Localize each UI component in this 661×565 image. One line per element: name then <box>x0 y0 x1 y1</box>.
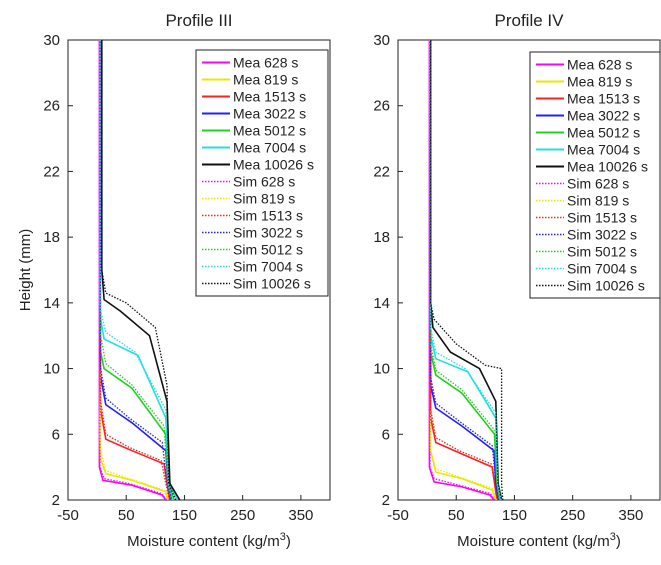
legend-label: Sim 1513 s <box>233 208 303 224</box>
series-line-12 <box>99 40 173 500</box>
legend-label: Sim 628 s <box>567 176 629 192</box>
series-line-4 <box>429 40 499 500</box>
legend-label: Sim 7004 s <box>567 261 637 277</box>
series-line-13 <box>429 40 502 500</box>
legend-frame <box>195 49 329 297</box>
legend-label: Mea 819 s <box>567 74 632 90</box>
y-tick-label: 26 <box>373 98 390 115</box>
x-tick-label: 150 <box>172 507 197 524</box>
series-line-10 <box>429 40 499 500</box>
legend-label: Mea 3022 s <box>233 106 306 122</box>
y-tick-label: 30 <box>373 32 390 49</box>
legend-label: Mea 10026 s <box>233 157 314 173</box>
legend-label: Sim 3022 s <box>233 225 303 241</box>
series-line-6 <box>429 40 502 500</box>
series-line-7 <box>429 40 503 500</box>
x-tick-label: 50 <box>448 507 465 524</box>
series-line-11 <box>99 40 172 500</box>
series-line-2 <box>99 40 169 500</box>
series-line-3 <box>429 40 498 500</box>
y-tick-label: 6 <box>382 426 390 443</box>
legend-label: Mea 7004 s <box>567 142 640 158</box>
series-lines <box>428 40 504 500</box>
series-line-1 <box>98 40 167 500</box>
legend-label: Sim 628 s <box>233 174 295 190</box>
y-tick-label: 30 <box>43 32 60 49</box>
x-tick-label: 250 <box>560 507 585 524</box>
series-line-11 <box>429 40 500 500</box>
legend-label: Mea 5012 s <box>233 123 306 139</box>
y-tick-label: 6 <box>52 426 60 443</box>
legend-label: Mea 5012 s <box>567 125 640 141</box>
legend-label: Mea 1513 s <box>567 91 640 107</box>
plot-area-frame <box>67 39 331 501</box>
series-line-7 <box>101 40 181 500</box>
y-tick-label: 22 <box>373 163 390 180</box>
y-tick-label: 2 <box>52 492 60 509</box>
legend-label: Mea 10026 s <box>567 159 648 175</box>
x-tick-label: 350 <box>618 507 643 524</box>
legend-label: Sim 1513 s <box>567 210 637 226</box>
legend-label: Sim 5012 s <box>567 244 637 260</box>
legend-label: Mea 3022 s <box>567 108 640 124</box>
series-line-8 <box>429 40 496 500</box>
x-tick-label: 350 <box>288 507 313 524</box>
legend-label: Mea 628 s <box>233 55 298 71</box>
x-tick-label: -50 <box>387 507 409 524</box>
y-tick-label: 14 <box>43 295 60 312</box>
series-line-4 <box>99 40 173 500</box>
series-line-13 <box>99 40 174 500</box>
x-axis-label: Moisture content (kg/m3) <box>127 531 291 550</box>
chart-title: Profile III <box>165 11 232 30</box>
series-line-12 <box>429 40 501 500</box>
y-tick-label: 22 <box>43 163 60 180</box>
y-tick-label: 18 <box>43 229 60 246</box>
x-tick-label: 150 <box>502 507 527 524</box>
series-line-1 <box>428 40 495 500</box>
legend-label: Sim 10026 s <box>567 278 645 294</box>
legend-label: Sim 819 s <box>567 193 629 209</box>
legend-frame <box>529 51 661 299</box>
legend-label: Sim 819 s <box>233 191 295 207</box>
series-line-10 <box>99 40 170 500</box>
legend-label: Mea 628 s <box>567 57 632 73</box>
series-line-14 <box>429 40 504 500</box>
chart-title: Profile IV <box>495 11 565 30</box>
series-line-3 <box>99 40 171 500</box>
series-line-9 <box>429 40 498 500</box>
legend-label: Mea 1513 s <box>233 89 306 105</box>
series-lines <box>98 40 181 500</box>
series-line-5 <box>429 40 501 500</box>
legend-label: Mea 819 s <box>233 72 298 88</box>
x-tick-label: 50 <box>118 507 135 524</box>
series-line-14 <box>101 40 177 500</box>
series-line-9 <box>99 40 169 500</box>
y-tick-label: 18 <box>373 229 390 246</box>
legend-label: Sim 7004 s <box>233 259 303 275</box>
y-tick-label: 2 <box>382 492 390 509</box>
x-tick-label: 250 <box>230 507 255 524</box>
series-line-5 <box>99 40 175 500</box>
y-axis-label: Height (mm) <box>17 229 34 312</box>
x-tick-label: -50 <box>57 507 79 524</box>
legend-label: Sim 3022 s <box>567 227 637 243</box>
y-tick-label: 10 <box>373 361 390 378</box>
series-line-2 <box>429 40 497 500</box>
legend-label: Sim 5012 s <box>233 242 303 258</box>
series-line-8 <box>99 40 168 500</box>
y-tick-label: 26 <box>43 98 60 115</box>
x-axis-label: Moisture content (kg/m3) <box>457 531 621 550</box>
legend-label: Mea 7004 s <box>233 140 306 156</box>
y-tick-label: 14 <box>373 295 390 312</box>
y-tick-label: 10 <box>43 361 60 378</box>
legend-label: Sim 10026 s <box>233 276 311 292</box>
